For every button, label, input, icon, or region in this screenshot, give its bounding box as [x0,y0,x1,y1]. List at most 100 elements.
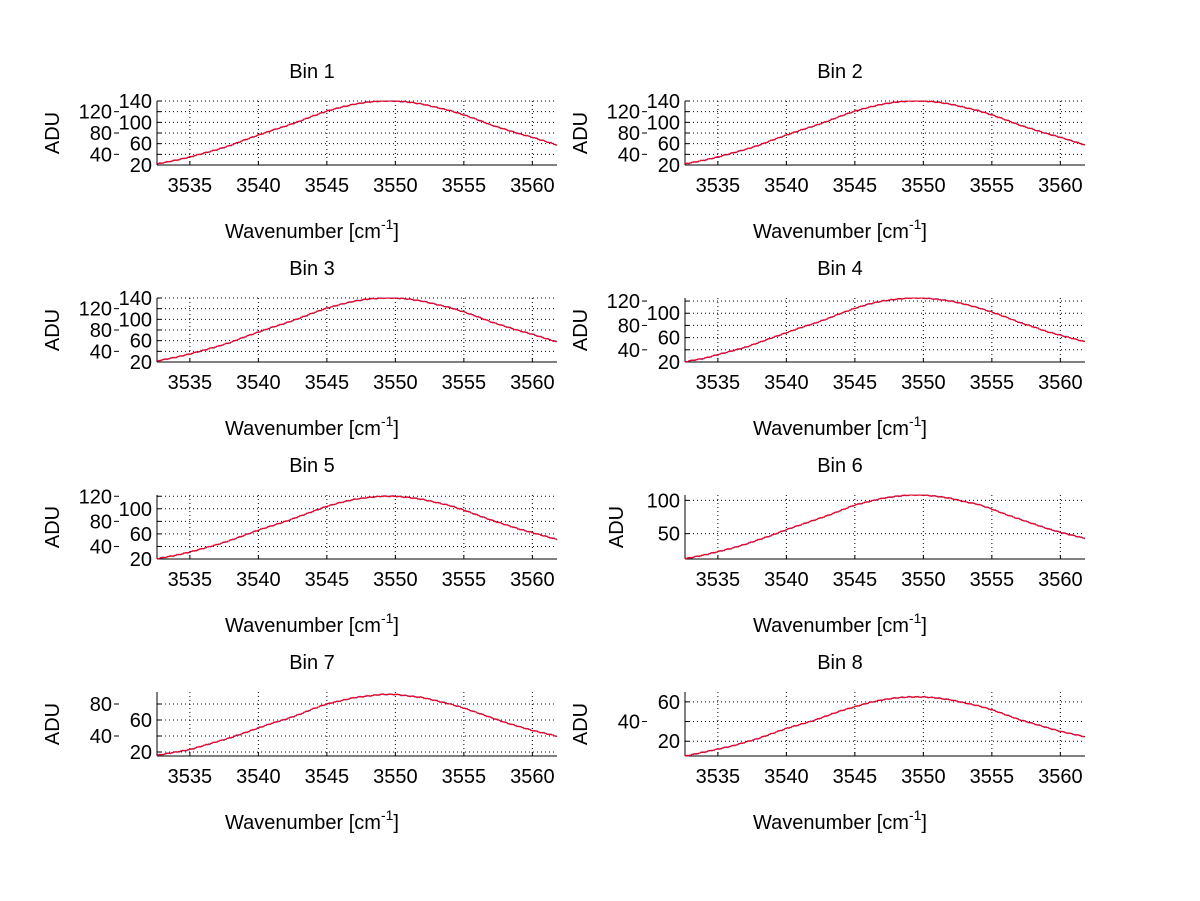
x-tick-label: 3535 [696,569,741,591]
y-tick-label: 60 [130,524,152,546]
subplot-title: Bin 1 [289,61,335,83]
y-tick-label: 80 [90,694,112,716]
x-tick-label: 3540 [764,372,809,394]
x-tick-label: 3540 [764,766,809,788]
y-axis-label: ADU [606,506,628,548]
y-tick-label: 120 [79,102,112,124]
y-tick-label: 40 [90,144,112,166]
y-tick-label: 60 [130,331,152,353]
x-tick-label: 3550 [901,175,946,197]
x-tick-label: 3560 [1038,766,1083,788]
subplot-title: Bin 3 [289,258,335,280]
y-axis-label: ADU [42,112,64,154]
y-tick-label: 20 [130,352,152,374]
x-tick-label: 3535 [168,569,213,591]
x-axis-label: Wavenumber [cm-1] [753,413,927,440]
x-tick-label: 3540 [764,569,809,591]
y-tick-label: 40 [618,712,640,734]
y-axis-label: ADU [42,506,64,548]
y-tick-label: 100 [119,309,152,331]
y-tick-label: 140 [119,91,152,113]
x-tick-label: 3555 [970,766,1015,788]
x-tick-label: 3545 [833,569,878,591]
x-tick-label: 3550 [373,175,418,197]
y-tick-label: 50 [658,524,680,546]
x-tick-label: 3560 [1038,569,1083,591]
x-tick-label: 3545 [833,175,878,197]
x-axis-label: Wavenumber [cm-1] [753,610,927,637]
y-tick-label: 20 [130,742,152,764]
x-tick-label: 3555 [442,766,487,788]
subplot-title: Bin 5 [289,455,335,477]
y-tick-label: 40 [90,536,112,558]
x-tick-label: 3535 [696,372,741,394]
x-tick-label: 3540 [236,569,281,591]
x-tick-label: 3545 [833,372,878,394]
subplot-3: 3535 3540 3545 3550 3555 3560 20 40 60 80 100 120 14… [42,258,558,440]
y-tick-label: 60 [658,328,680,350]
y-tick-label: 20 [658,155,680,177]
y-tick-label: 40 [618,144,640,166]
series-line-blue [684,695,1086,757]
subplot-title: Bin 8 [817,652,863,674]
x-tick-label: 3535 [168,175,213,197]
y-tick-label: 120 [79,299,112,321]
x-tick-label: 3560 [510,569,555,591]
subplot-7: 3535 3540 3545 3550 3555 3560 20 40 60 80 Bin 7 Wav… [42,652,558,834]
y-tick-label: 60 [130,710,152,732]
y-tick-label: 60 [658,134,680,156]
y-tick-label: 100 [119,499,152,521]
series-line-red [684,297,1086,363]
subplot-4: 3535 3540 3545 3550 3555 3560 20 40 60 80 100 120 Bi… [570,258,1086,440]
y-tick-label: 20 [130,155,152,177]
y-tick-label: 100 [119,112,152,134]
x-axis-label: Wavenumber [cm-1] [225,413,399,440]
x-tick-label: 3550 [901,372,946,394]
x-tick-label: 3550 [373,766,418,788]
y-tick-label: 100 [647,490,680,512]
x-tick-label: 3555 [442,175,487,197]
series-line-red [156,692,558,756]
x-tick-label: 3555 [442,569,487,591]
x-tick-label: 3550 [373,372,418,394]
series-line-blue [156,494,558,560]
y-tick-label: 20 [658,352,680,374]
x-axis-label: Wavenumber [cm-1] [225,610,399,637]
series-line-red [156,100,558,165]
subplot-title: Bin 4 [817,258,863,280]
y-tick-label: 20 [130,549,152,571]
x-tick-label: 3535 [696,175,741,197]
series-line-red [684,494,1086,560]
y-tick-label: 120 [607,291,640,313]
x-tick-label: 3555 [442,372,487,394]
series-line-red [684,695,1086,757]
y-tick-label: 60 [130,134,152,156]
y-tick-label: 80 [90,320,112,342]
subplot-title: Bin 7 [289,652,335,674]
x-axis-label: Wavenumber [cm-1] [753,216,927,243]
x-tick-label: 3560 [510,766,555,788]
x-tick-label: 3560 [510,175,555,197]
x-tick-label: 3540 [236,175,281,197]
y-axis-label: ADU [42,703,64,745]
x-tick-label: 3535 [168,372,213,394]
series-line-blue [684,494,1086,560]
x-tick-label: 3550 [901,569,946,591]
x-tick-label: 3540 [236,372,281,394]
subplot-title: Bin 6 [817,455,863,477]
x-tick-label: 3550 [901,766,946,788]
y-tick-label: 20 [658,731,680,753]
y-tick-label: 120 [607,102,640,124]
subplot-6: 3535 3540 3545 3550 3555 3560 50 100 Bin 6 Wavenu… [606,455,1086,637]
y-axis-label: ADU [570,703,592,745]
series-line-blue [156,693,558,756]
series-line-blue [684,297,1085,363]
x-axis-label: Wavenumber [cm-1] [753,807,927,834]
y-tick-label: 40 [618,340,640,362]
x-tick-label: 3535 [696,766,741,788]
x-axis-label: Wavenumber [cm-1] [225,807,399,834]
y-tick-label: 100 [647,303,680,325]
x-tick-label: 3545 [305,175,350,197]
subplot-1: 3535 3540 3545 3550 3555 3560 20 40 60 80 100 120 14… [42,61,558,243]
